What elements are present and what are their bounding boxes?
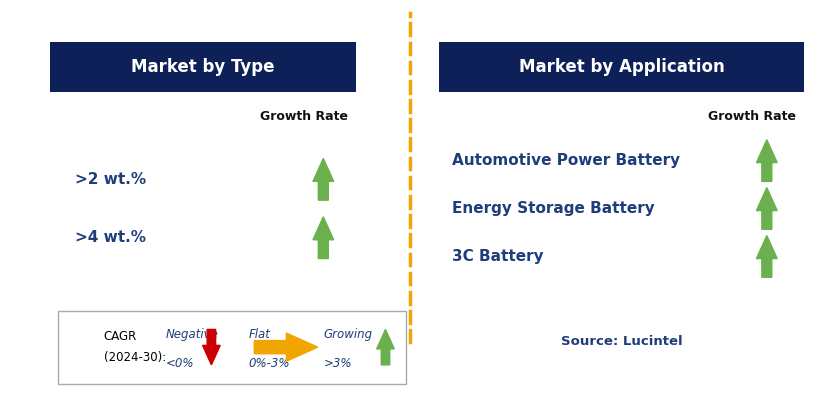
Text: Growth Rate: Growth Rate [260, 110, 348, 123]
FancyBboxPatch shape [50, 42, 356, 92]
Text: Automotive Power Battery: Automotive Power Battery [451, 153, 679, 168]
FancyBboxPatch shape [58, 311, 406, 384]
FancyBboxPatch shape [439, 42, 803, 92]
Text: <0%: <0% [166, 357, 194, 370]
Polygon shape [376, 329, 394, 365]
Text: Negative: Negative [166, 327, 219, 341]
Polygon shape [756, 188, 777, 229]
Text: Flat: Flat [248, 327, 270, 341]
Text: Growing: Growing [323, 327, 372, 341]
Text: >4 wt.%: >4 wt.% [75, 230, 146, 245]
Polygon shape [312, 217, 333, 259]
Text: >2 wt.%: >2 wt.% [75, 172, 146, 187]
Polygon shape [756, 140, 777, 181]
Polygon shape [756, 236, 777, 277]
Polygon shape [202, 329, 220, 365]
Text: (2024-30):: (2024-30): [104, 351, 166, 364]
Polygon shape [312, 158, 333, 200]
Text: Growth Rate: Growth Rate [707, 110, 795, 123]
Text: Market by Type: Market by Type [131, 58, 275, 76]
Text: Source: Lucintel: Source: Lucintel [561, 335, 681, 349]
Text: 0%-3%: 0%-3% [248, 357, 290, 370]
Text: CAGR: CAGR [104, 330, 137, 343]
Text: >3%: >3% [323, 357, 351, 370]
Polygon shape [254, 333, 317, 361]
Text: 3C Battery: 3C Battery [451, 249, 543, 264]
Text: Energy Storage Battery: Energy Storage Battery [451, 201, 654, 216]
Text: Market by Application: Market by Application [518, 58, 724, 76]
